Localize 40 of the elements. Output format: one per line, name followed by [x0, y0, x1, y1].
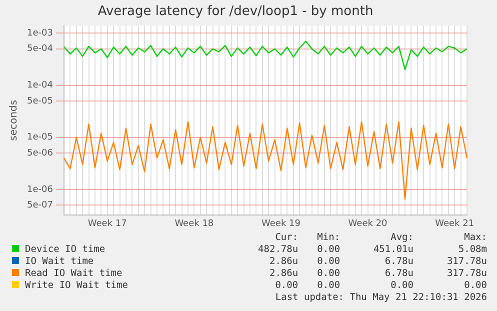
legend-label: IO Wait time — [24, 256, 95, 268]
text: 2.86u — [268, 268, 298, 280]
text: Avg: — [390, 232, 414, 244]
text: 0.00 — [316, 268, 340, 280]
y-tick-label: 1e-05 — [26, 132, 53, 143]
x-tick-label: Week 19 — [261, 218, 301, 229]
text: 317.78u — [446, 268, 487, 280]
legend-label: Device IO time — [24, 244, 106, 256]
y-tick-label: 1e-03 — [26, 28, 53, 39]
text: 0.00 — [316, 280, 340, 292]
x-tick-label: Week 21 — [435, 218, 474, 229]
text: Max: — [463, 232, 487, 244]
y-axis-title: seconds — [8, 100, 20, 141]
text: 6.78u — [384, 256, 414, 268]
y-tick-label: 1e-06 — [26, 184, 54, 195]
y-tick-label: 5e-06 — [26, 148, 54, 158]
text: 6.78u — [384, 268, 414, 280]
text: 482.78u — [257, 244, 298, 256]
y-tick-label: 5e-07 — [26, 200, 53, 210]
legend-label: Read IO Wait time — [24, 268, 124, 280]
text: Cur: — [274, 232, 298, 244]
text: 451.01u — [372, 244, 414, 256]
legend-label: Write IO Wait time — [24, 280, 129, 292]
x-tick-label: Week 18 — [174, 218, 214, 229]
text: 317.78u — [446, 256, 487, 268]
text: 0.00 — [316, 256, 340, 268]
x-tick-label: Week 20 — [348, 218, 388, 229]
text: 0.00 — [390, 280, 414, 292]
text: Last update: Thu May 21 22:10:31 2026 — [274, 292, 487, 303]
x-tick-label: Week 17 — [88, 218, 127, 229]
y-tick-label: 1e-04 — [26, 80, 54, 91]
text: 2.86u — [268, 256, 298, 268]
text: 0.00 — [274, 280, 298, 292]
text: 0.00 — [316, 244, 340, 256]
text: 5.08m — [457, 244, 487, 256]
text: 0.00 — [463, 280, 487, 292]
chart-title: Average latency for /dev/loop1 - by month — [98, 4, 374, 20]
text: Min: — [316, 232, 340, 244]
y-tick-label: 5e-05 — [26, 96, 53, 106]
y-tick-label: 5e-04 — [26, 44, 54, 54]
